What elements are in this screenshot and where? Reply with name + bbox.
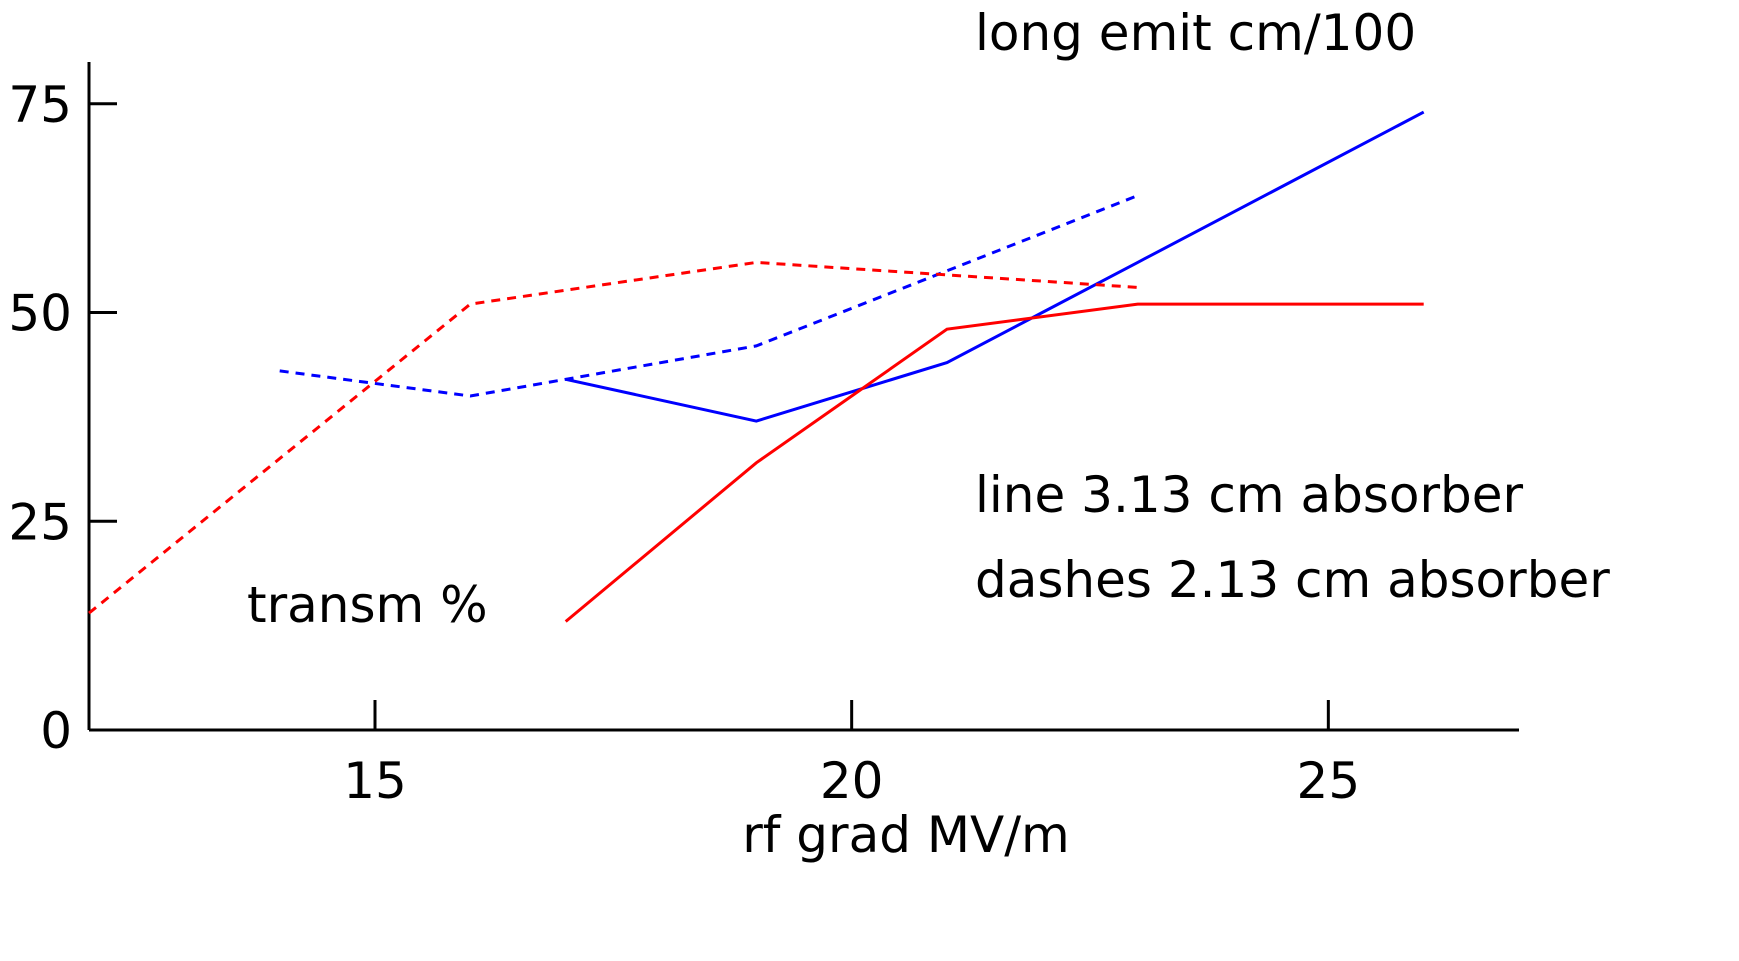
series-line-emit-solid [565,110,1425,423]
y-ticks: 0 25 50 75 [8,76,117,760]
y-tick-label: 50 [8,285,72,343]
series-line-transm-solid [564,302,1424,623]
annotation-long-emit: long emit cm/100 [975,4,1416,62]
axes [87,62,1519,732]
x-tick-label: 15 [343,752,407,810]
y-tick-label: 25 [8,493,72,551]
x-tick-label: 20 [820,752,884,810]
x-ticks: 15 20 25 [343,700,1360,810]
series-line-emit-dashed [279,194,1139,398]
series-line-transm-dashed [88,260,1138,615]
annotation-transm: transm % [247,576,488,634]
series-group [88,110,1425,623]
y-tick-label: 75 [8,76,72,134]
annotation-line-note: line 3.13 cm absorber [975,466,1524,524]
y-tick-label: 0 [40,702,72,760]
x-tick-label: 25 [1297,752,1361,810]
x-axis-label: rf grad MV/m [742,806,1070,864]
annotation-dashes-note: dashes 2.13 cm absorber [975,551,1610,609]
